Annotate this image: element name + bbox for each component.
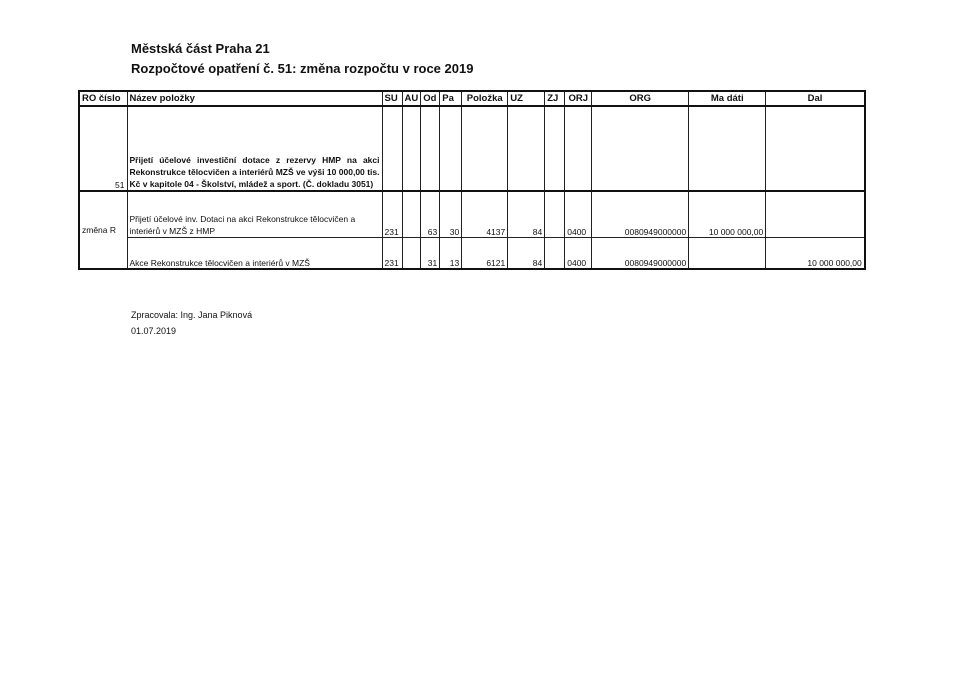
table-row: 51 Přijetí účelové investiční dotace z r… [78, 105, 866, 192]
pa: 13 [439, 236, 463, 270]
uz: 84 [507, 236, 546, 270]
dal [765, 190, 866, 238]
od: 63 [420, 190, 441, 238]
au [401, 190, 422, 238]
au [401, 236, 422, 270]
header-dal: Dal [765, 90, 866, 107]
zj [544, 236, 566, 270]
header-nazev: Název položky [126, 90, 383, 107]
polozka: 6121 [461, 236, 509, 270]
header-pa: Pa [439, 90, 463, 107]
polozka: 4137 [461, 190, 509, 238]
header-su: SU [381, 90, 403, 107]
table-row: změna R Přijetí účelové inv. Dotaci na a… [78, 190, 866, 270]
header-od: Od [420, 90, 441, 107]
od: 31 [420, 236, 441, 270]
ro-number: 51 [78, 105, 128, 192]
item-name: Akce Rekonstrukce tělocvičen a interiérů… [126, 236, 383, 270]
header-uz: UZ [507, 90, 546, 107]
prepared-by: Zpracovala: Ing. Jana Piknová [131, 310, 253, 320]
uz: 84 [507, 190, 546, 238]
header-org: ORG [591, 90, 690, 107]
item-name: Přijetí účelové inv. Dotaci na akci Reko… [126, 190, 383, 238]
ma-dati [688, 236, 767, 270]
zj [544, 190, 566, 238]
header-polozka: Položka [461, 90, 509, 107]
su: 231 [381, 190, 403, 238]
pa: 30 [439, 190, 463, 238]
header-au: AU [401, 90, 422, 107]
orj: 0400 [564, 236, 593, 270]
date: 01.07.2019 [131, 326, 177, 336]
header-ro: RO číslo [78, 90, 128, 107]
orj: 0400 [564, 190, 593, 238]
document-subtitle: Rozpočtové opatření č. 51: změna rozpočt… [131, 61, 474, 76]
ma-dati: 10 000 000,00 [688, 190, 767, 238]
header-zj: ZJ [544, 90, 566, 107]
dal: 10 000 000,00 [765, 236, 866, 270]
budget-table: RO číslo Název položky SU AU Od Pa Polož… [78, 90, 866, 270]
header-row: RO číslo Název položky SU AU Od Pa Polož… [78, 90, 866, 107]
header-ma-dati: Ma dáti [688, 90, 767, 107]
su: 231 [381, 236, 403, 270]
org: 0080949000000 [591, 190, 690, 238]
header-orj: ORJ [564, 90, 593, 107]
item-name: Přijetí účelové investiční dotace z reze… [126, 105, 383, 192]
org: 0080949000000 [591, 236, 690, 270]
table-row: Akce Rekonstrukce tělocvičen a interiérů… [79, 236, 866, 270]
document-title: Městská část Praha 21 [131, 41, 270, 56]
ro-change: změna R [78, 190, 128, 270]
